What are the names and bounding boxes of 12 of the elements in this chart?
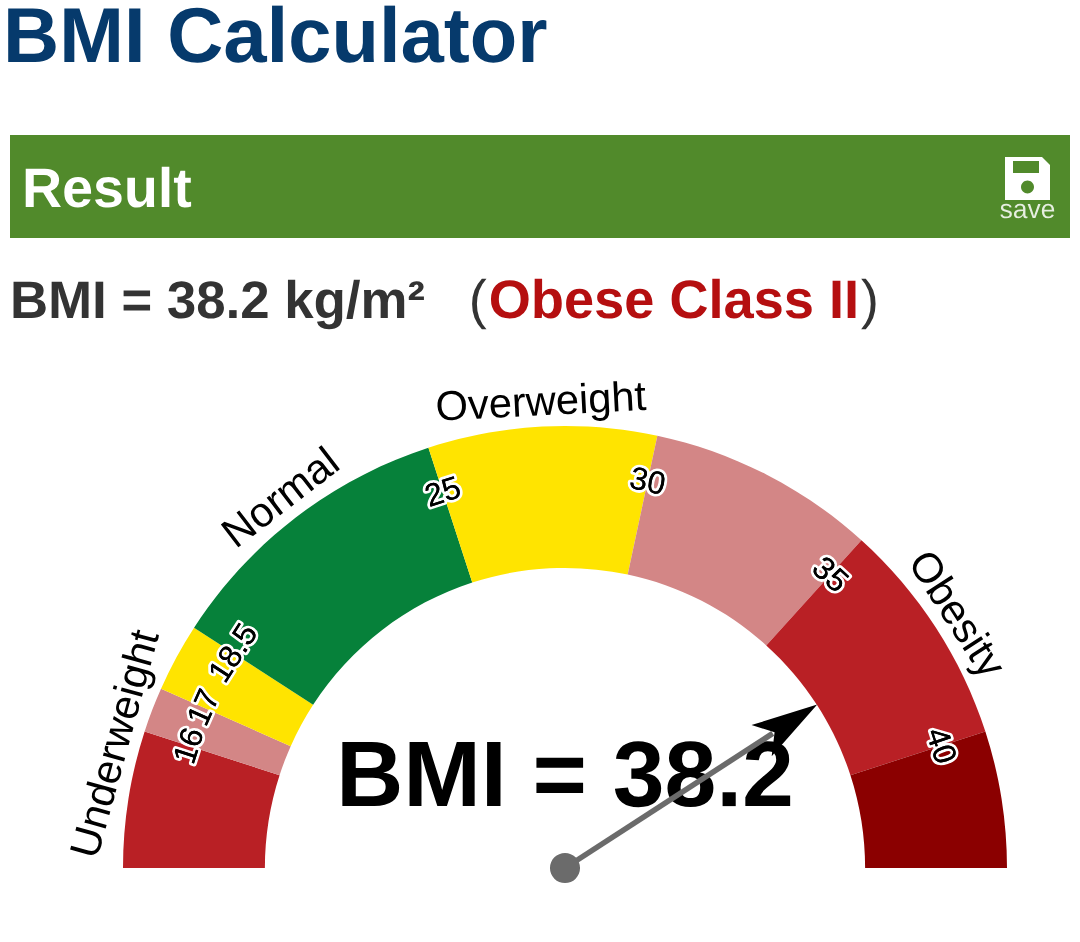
- text: 30: [629, 466, 667, 496]
- text: 25: [423, 475, 462, 508]
- chart-title: BMI Calculator: [8, 5, 547, 63]
- text: 40: [925, 725, 958, 765]
- text: 17: [186, 688, 220, 726]
- text: (Obese Class II): [472, 278, 876, 330]
- text: save: [1000, 203, 1055, 219]
- slice-label: Overweight: [436, 379, 647, 430]
- text: 35: [810, 554, 851, 594]
- text: BMI = 38.2 kg/m²: [13, 279, 424, 330]
- text: 16: [172, 726, 205, 764]
- chart-subtitle: Result: [25, 166, 192, 208]
